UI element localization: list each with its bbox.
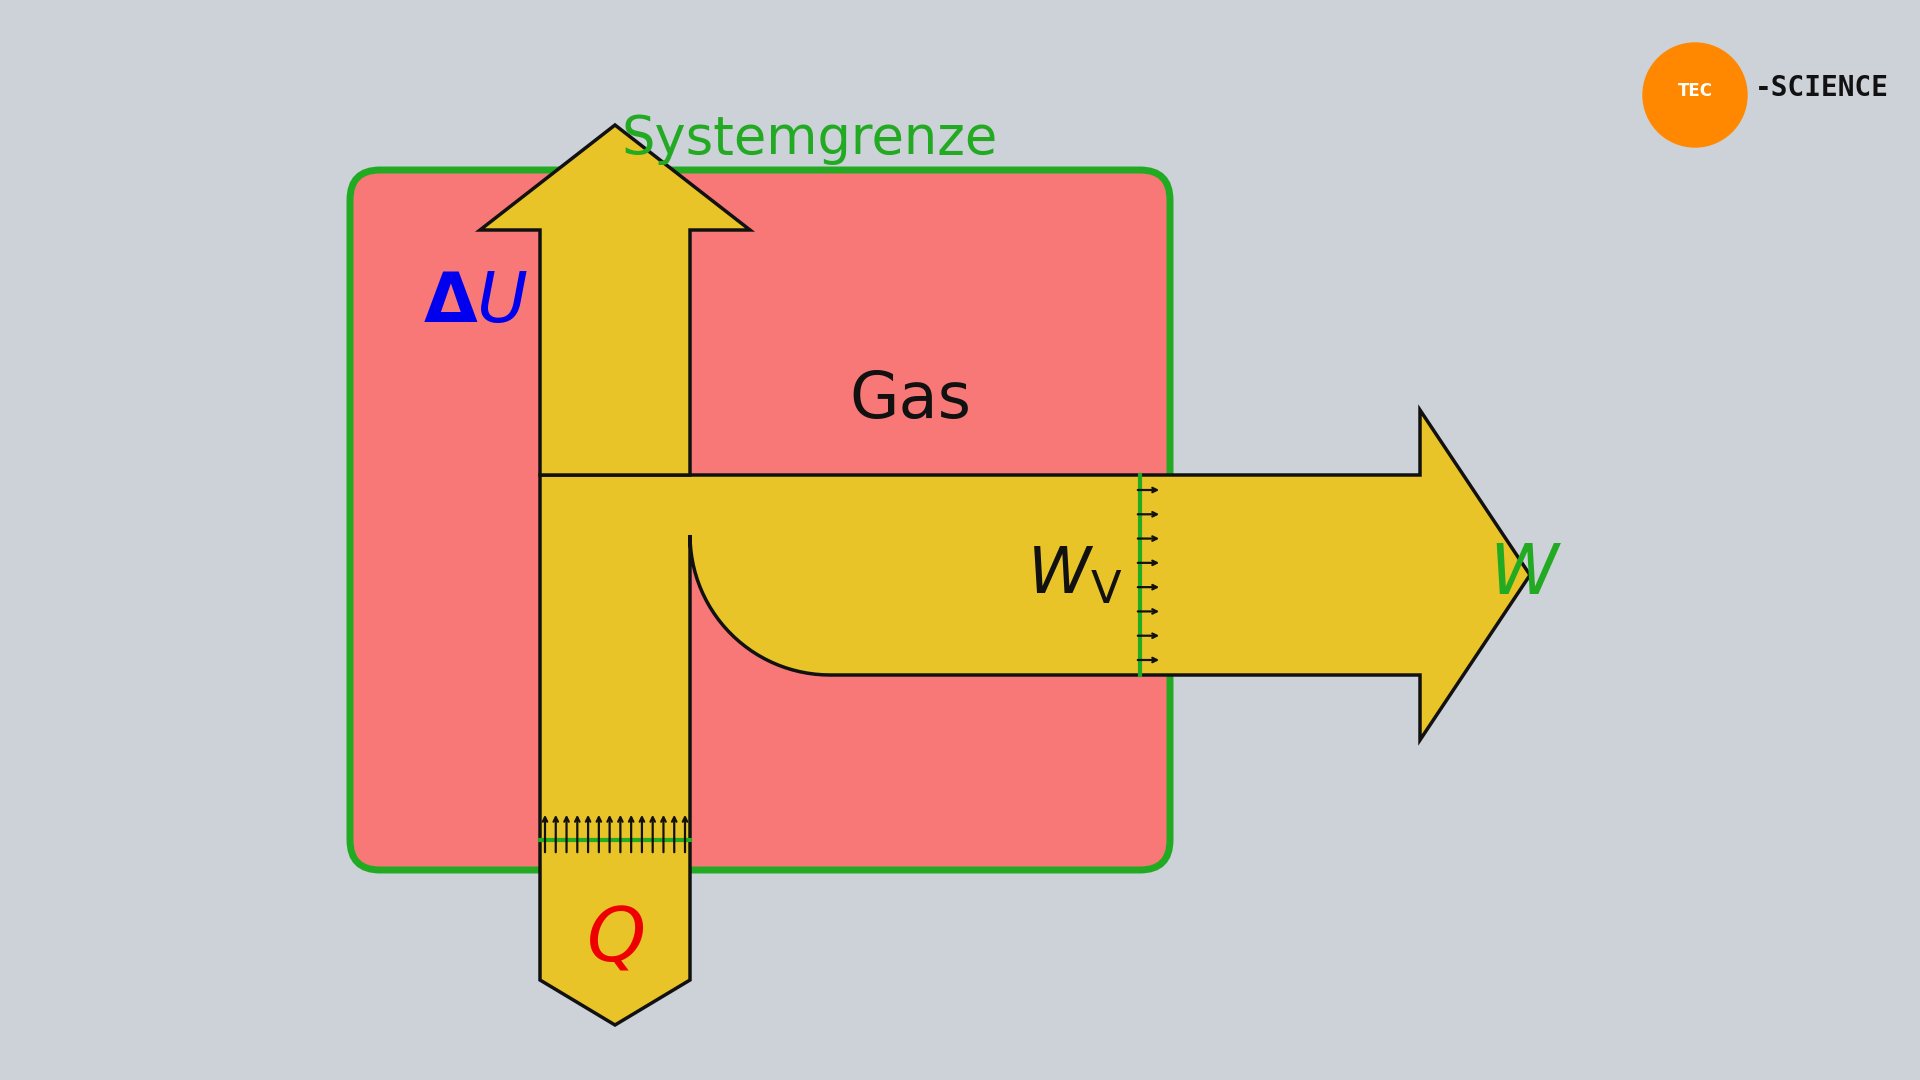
Polygon shape <box>540 410 1530 1025</box>
Circle shape <box>1644 43 1747 147</box>
Text: $\mathit{W}_\mathrm{V}$: $\mathit{W}_\mathrm{V}$ <box>1027 544 1123 606</box>
Text: $\mathbf{\mathit{Q}}$: $\mathbf{\mathit{Q}}$ <box>586 904 643 976</box>
Text: .COM: .COM <box>1916 75 1920 102</box>
Text: -SCIENCE: -SCIENCE <box>1755 75 1889 102</box>
Text: Gas: Gas <box>849 369 972 431</box>
Text: Systemgrenze: Systemgrenze <box>622 113 998 165</box>
Text: $\mathbf{\Delta \mathit{U}}$: $\mathbf{\Delta \mathit{U}}$ <box>422 269 528 336</box>
FancyBboxPatch shape <box>349 170 1169 870</box>
Text: TEC: TEC <box>1678 82 1713 100</box>
Text: $\mathbf{\mathit{W}}$: $\mathbf{\mathit{W}}$ <box>1488 541 1561 608</box>
Polygon shape <box>480 125 751 475</box>
